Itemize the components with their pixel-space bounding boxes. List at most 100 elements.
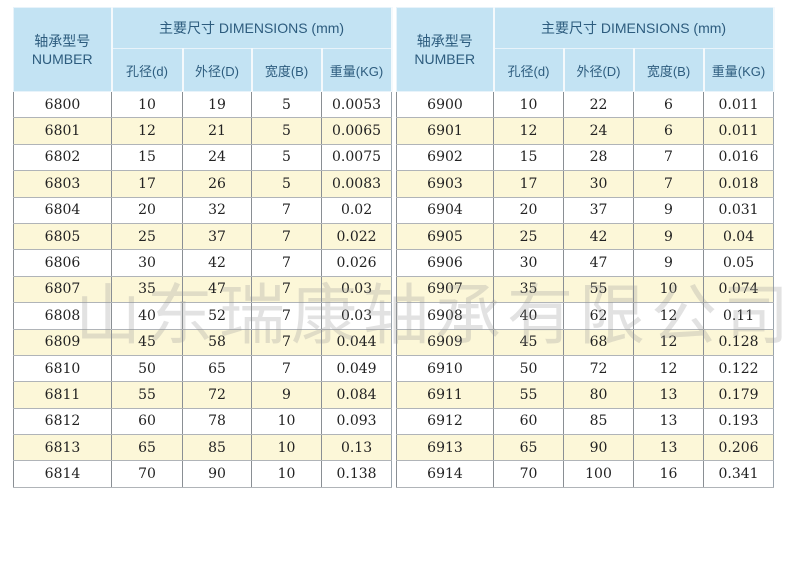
bore-d-cell: 17 xyxy=(111,170,183,198)
bore-d-cell: 10 xyxy=(111,91,183,119)
width-B-cell: 9 xyxy=(251,381,322,409)
bearing-number-cell: 6902 xyxy=(396,144,494,172)
bearing-number-cell: 6809 xyxy=(13,329,112,356)
outer-diameter-D-cell: 58 xyxy=(182,329,252,356)
weight-kg-cell: 0.011 xyxy=(702,117,774,145)
bearing-number-cell: 6900 xyxy=(396,91,494,119)
outer-diameter-D-cell: 65 xyxy=(182,355,252,383)
table-row: 6808 40 52 7 0.03 xyxy=(13,302,392,330)
weight-kg-cell: 0.049 xyxy=(320,355,392,383)
dimensions-header: 主要尺寸 DIMENSIONS (mm) xyxy=(492,7,775,49)
outer-diameter-D-cell: 42 xyxy=(563,223,634,251)
table-row: 6814 70 90 10 0.138 xyxy=(13,460,392,488)
weight-kg-cell: 0.0075 xyxy=(320,144,392,172)
bore-d-cell: 25 xyxy=(493,223,564,251)
bearing-number-cell: 6906 xyxy=(396,249,494,277)
outer-diameter-D-cell: 90 xyxy=(563,434,634,462)
bearing-number-cell: 6907 xyxy=(396,276,494,304)
bore-d-cell: 70 xyxy=(111,460,183,488)
table-row: 6909 45 68 12 0.128 xyxy=(396,329,774,356)
table-row: 6801 12 21 5 0.0065 xyxy=(13,117,392,145)
bore-d-cell: 35 xyxy=(493,276,564,304)
table-row: 6809 45 58 7 0.044 xyxy=(13,329,392,356)
outer-diameter-D-cell: 62 xyxy=(563,302,634,330)
width-header: 宽度(B) xyxy=(251,48,323,92)
outer-diameter-D-cell: 24 xyxy=(563,117,634,145)
bearing-number-cell: 6811 xyxy=(13,381,112,409)
bore-d-cell: 15 xyxy=(493,144,564,172)
weight-kg-cell: 0.022 xyxy=(320,223,392,251)
outer-diameter-D-cell: 47 xyxy=(182,276,252,304)
table-row: 6914 70 100 16 0.341 xyxy=(396,460,774,488)
width-B-cell: 10 xyxy=(251,460,322,488)
bore-d-cell: 40 xyxy=(111,302,183,330)
width-B-cell: 7 xyxy=(251,355,322,383)
table-row: 6901 12 24 6 0.011 xyxy=(396,117,774,145)
bearing-number-cell: 6813 xyxy=(13,434,112,462)
bearing-table-68xx: 轴承型号 NUMBER 主要尺寸 DIMENSIONS (mm) 孔径(d) 外径… xyxy=(13,7,393,488)
bore-header: 孔径(d) xyxy=(111,48,184,92)
outer-diameter-D-cell: 22 xyxy=(563,91,634,119)
width-B-cell: 10 xyxy=(251,434,322,462)
bearing-number-cell: 6800 xyxy=(13,91,112,119)
outer-diameter-D-cell: 37 xyxy=(182,223,252,251)
bore-d-cell: 50 xyxy=(493,355,564,383)
weight-kg-cell: 0.074 xyxy=(702,276,774,304)
table-row: 6902 15 28 7 0.016 xyxy=(396,144,774,172)
table-row: 6904 20 37 9 0.031 xyxy=(396,197,774,224)
weight-kg-cell: 0.084 xyxy=(320,381,392,409)
outer-diameter-header: 外径(D) xyxy=(182,48,253,92)
bore-d-cell: 40 xyxy=(493,302,564,330)
weight-kg-cell: 0.018 xyxy=(702,170,774,198)
bearing-number-cell: 6810 xyxy=(13,355,112,383)
width-B-cell: 7 xyxy=(251,276,322,304)
bore-d-cell: 20 xyxy=(111,197,183,224)
bore-d-cell: 60 xyxy=(111,408,183,436)
table-row: 6900 10 22 6 0.011 xyxy=(396,91,774,119)
width-B-cell: 10 xyxy=(633,276,704,304)
bearing-number-cell: 6801 xyxy=(13,117,112,145)
weight-kg-cell: 0.13 xyxy=(320,434,392,462)
width-B-cell: 5 xyxy=(251,91,322,119)
table-row: 6800 10 19 5 0.0053 xyxy=(13,91,392,119)
bearing-number-cell: 6805 xyxy=(13,223,112,251)
width-B-cell: 12 xyxy=(633,355,704,383)
weight-kg-cell: 0.138 xyxy=(320,460,392,488)
bore-d-cell: 25 xyxy=(111,223,183,251)
width-B-cell: 12 xyxy=(633,302,704,330)
bore-d-cell: 55 xyxy=(493,381,564,409)
outer-diameter-D-cell: 52 xyxy=(182,302,252,330)
outer-diameter-D-cell: 47 xyxy=(563,249,634,277)
width-B-cell: 7 xyxy=(251,329,322,356)
weight-kg-cell: 0.03 xyxy=(320,276,392,304)
bearing-number-cell: 6913 xyxy=(396,434,494,462)
width-B-cell: 10 xyxy=(251,408,322,436)
bearing-number-cell: 6905 xyxy=(396,223,494,251)
number-header-cn: 轴承型号 xyxy=(416,32,473,49)
outer-diameter-D-cell: 80 xyxy=(563,381,634,409)
bearing-number-cell: 6911 xyxy=(396,381,494,409)
bore-d-cell: 45 xyxy=(493,329,564,356)
bore-d-cell: 20 xyxy=(493,197,564,224)
bearing-number-cell: 6804 xyxy=(13,197,112,224)
bore-d-cell: 10 xyxy=(493,91,564,119)
weight-kg-cell: 0.031 xyxy=(702,197,774,224)
weight-kg-cell: 0.02 xyxy=(320,197,392,224)
width-B-cell: 12 xyxy=(633,329,704,356)
table-row: 6907 35 55 10 0.074 xyxy=(396,276,774,304)
bearing-number-cell: 6806 xyxy=(13,249,112,277)
table-row: 6806 30 42 7 0.026 xyxy=(13,249,392,277)
outer-diameter-D-cell: 19 xyxy=(182,91,252,119)
width-B-cell: 5 xyxy=(251,170,322,198)
weight-kg-cell: 0.011 xyxy=(702,91,774,119)
width-header: 宽度(B) xyxy=(633,48,705,92)
table-row: 6910 50 72 12 0.122 xyxy=(396,355,774,383)
width-B-cell: 7 xyxy=(251,197,322,224)
outer-diameter-D-cell: 72 xyxy=(182,381,252,409)
bearing-number-cell: 6904 xyxy=(396,197,494,224)
number-header: 轴承型号 NUMBER xyxy=(396,7,495,92)
table-row: 6912 60 85 13 0.193 xyxy=(396,408,774,436)
width-B-cell: 5 xyxy=(251,144,322,172)
weight-kg-cell: 0.122 xyxy=(702,355,774,383)
weight-kg-cell: 0.016 xyxy=(702,144,774,172)
